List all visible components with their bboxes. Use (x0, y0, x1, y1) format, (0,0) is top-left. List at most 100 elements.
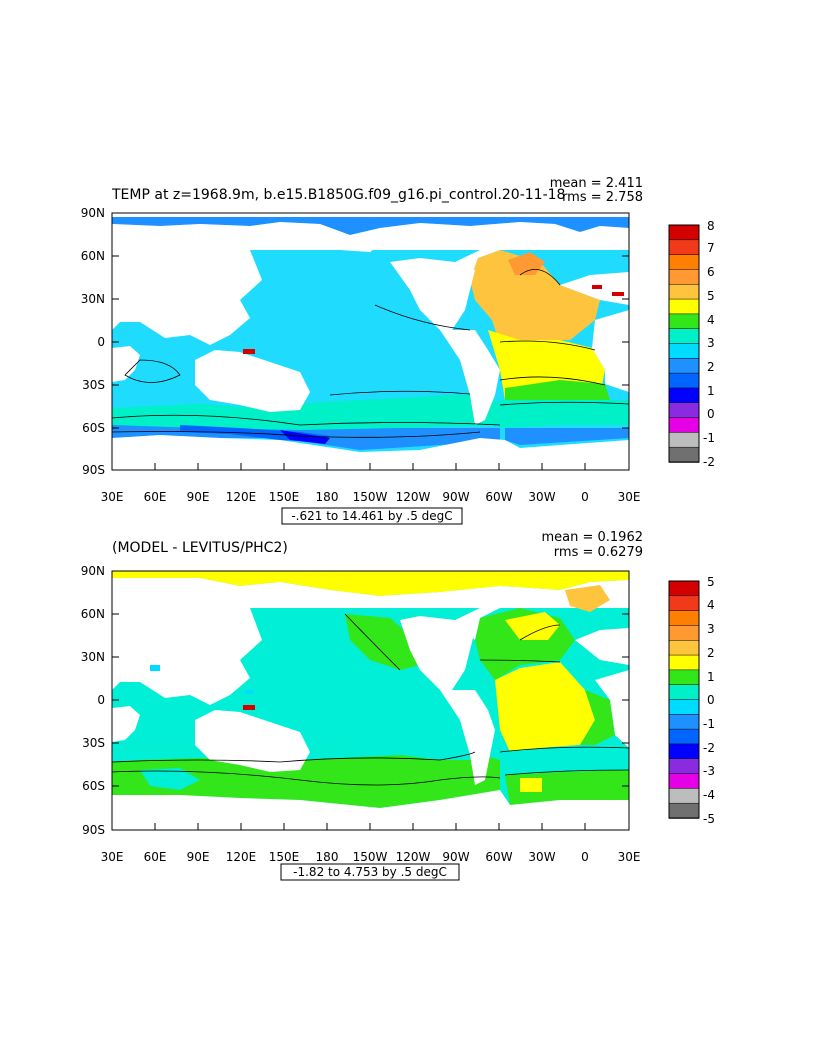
panel-1-xlabel: 30E (618, 490, 641, 504)
colorbar-swatch (668, 343, 700, 360)
panel-1-xlabel: 120E (226, 490, 257, 504)
panel-1-xlabel: 150W (353, 490, 388, 504)
panel-2-xlabel: 120W (396, 850, 431, 864)
panel-1-ylabel-0: 0 (97, 335, 105, 349)
panel-2-ylabel-60N: 60N (81, 607, 105, 621)
panel-2-range-text: -1.82 to 4.753 by .5 degC (293, 865, 447, 879)
panel-1-ylabel-30S: 30S (82, 378, 105, 392)
panel-1-cb-label: 7 (707, 241, 715, 255)
colorbar-swatch (668, 684, 700, 701)
panel-1-ticks (111, 212, 630, 471)
colorbar-swatch (668, 387, 700, 404)
panel-2-ylabel-30N: 30N (81, 650, 105, 664)
panel-2-xlabel: 30W (528, 850, 555, 864)
colorbar-swatch (668, 313, 700, 330)
panel-2-ylabel-90S: 90S (82, 823, 105, 837)
panel-1-xlabel: 60E (144, 490, 167, 504)
colorbar-swatch (668, 328, 700, 345)
colorbar-swatch (668, 358, 700, 374)
panel-2: mean = 0.1962 rms = 0.6279 (MODEL - LEVI… (81, 530, 715, 881)
colorbar-swatch (668, 417, 700, 434)
panel-1-ylabel-90S: 90S (82, 463, 105, 477)
panel-1-xlabel: 30W (528, 490, 555, 504)
panel-1-xlabel: 90E (187, 490, 210, 504)
panel-2-xlabel: 90E (187, 850, 210, 864)
panel-1-range-text: -.621 to 14.461 by .5 degC (291, 509, 452, 523)
colorbar-swatch (668, 239, 700, 256)
panel-2-ylabel-30S: 30S (82, 736, 105, 750)
panel-1-map (111, 212, 630, 471)
panel-2-cb-label: 4 (707, 598, 715, 612)
panel-1-cb-label: 1 (707, 384, 715, 398)
panel-1-cb-label: 3 (707, 336, 715, 350)
panel-2-cb-label: -1 (703, 717, 715, 731)
panel-2-ylabel-0: 0 (97, 693, 105, 707)
panel-2-ticks (111, 570, 630, 831)
panel-1-rms: rms = 2.758 (562, 190, 643, 205)
panel-1-cb-label: -1 (703, 431, 715, 445)
panel-2-mean: mean = 0.1962 (541, 530, 643, 545)
panel-2-cb-label: 5 (707, 575, 715, 589)
panel-1-range-box (281, 507, 463, 525)
panel-2-ylabel-90N: 90N (81, 564, 105, 578)
panel-2-xlabel: 60W (485, 850, 512, 864)
panel-2-xlabel: 150W (353, 850, 388, 864)
panel-1-xlabel: 90W (442, 490, 469, 504)
panel-1-xlabel: 120W (396, 490, 431, 504)
colorbar-swatch (668, 714, 700, 730)
panel-1-cb-label: 2 (707, 360, 715, 374)
colorbar-swatch (668, 372, 700, 389)
panel-1-cb-label: 5 (707, 289, 715, 303)
colorbar-swatch (668, 773, 700, 790)
colorbar-swatch (668, 625, 700, 642)
panel-2-xlabel: 120E (226, 850, 257, 864)
colorbar-swatch (668, 432, 700, 448)
colorbar-swatch (668, 788, 700, 804)
panel-2-colorbar (668, 580, 700, 819)
colorbar-swatch (668, 402, 700, 419)
panel-2-cb-label: -3 (703, 764, 715, 778)
colorbar-swatch (668, 699, 700, 716)
colorbar-swatch (668, 269, 700, 286)
colorbar-swatch (668, 298, 700, 315)
panel-2-xlabel: 150E (269, 850, 300, 864)
colorbar-swatch (668, 580, 700, 597)
panel-2-rms: rms = 0.6279 (554, 545, 643, 560)
panel-1-xlabel: 30E (101, 490, 124, 504)
panel-2-cb-label: -2 (703, 741, 715, 755)
colorbar-swatch (668, 224, 700, 241)
panel-1-ylabel-60S: 60S (82, 421, 105, 435)
colorbar-swatch (668, 728, 700, 745)
panel-1-xlabel: 60W (485, 490, 512, 504)
colorbar-swatch (668, 446, 700, 463)
colorbar-swatch (668, 743, 700, 760)
colorbar-swatch (668, 640, 700, 656)
panel-1-mean: mean = 2.411 (550, 176, 643, 191)
panel-1-xlabel: 0 (581, 490, 589, 504)
panel-1-xlabel: 150E (269, 490, 300, 504)
panel-2-cb-label: 3 (707, 622, 715, 636)
panel-2-xlabel: 30E (101, 850, 124, 864)
panel-1-ylabel-90N: 90N (81, 206, 105, 220)
panel-2-cb-label: -5 (703, 812, 715, 826)
colorbar-swatch (668, 669, 700, 686)
colorbar-swatch (668, 654, 700, 671)
colorbar-swatch (668, 254, 700, 271)
panel-2-xlabel: 0 (581, 850, 589, 864)
colorbar-swatch (668, 284, 700, 300)
panel-1-ylabel-30N: 30N (81, 292, 105, 306)
panel-2-cb-label: -4 (703, 788, 715, 802)
colorbar-swatch (668, 758, 700, 775)
panel-1-colorbar (668, 224, 700, 463)
panel-1: mean = 2.411 rms = 2.758 TEMP at z=1968.… (81, 176, 715, 525)
panel-2-title: (MODEL - LEVITUS/PHC2) (112, 540, 288, 556)
colorbar-swatch (668, 610, 700, 627)
panel-2-range-box (280, 863, 460, 881)
colorbar-frame (668, 224, 700, 463)
panel-1-cb-label: -2 (703, 455, 715, 469)
panel-1-cb-label: 8 (707, 219, 715, 233)
panel-2-xlabel: 90W (442, 850, 469, 864)
panel-2-cb-label: 2 (707, 646, 715, 660)
panel-1-cb-label: 6 (707, 265, 715, 279)
